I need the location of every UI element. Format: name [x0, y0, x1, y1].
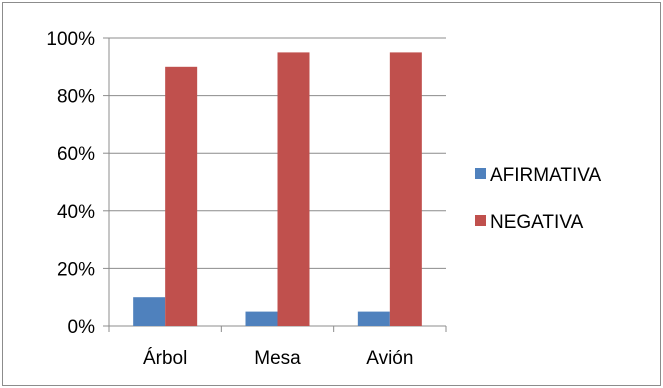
y-tick-label: 0%	[68, 317, 96, 338]
x-tick-label: Árbol	[143, 348, 187, 369]
legend: AFIRMATIVA NEGATIVA	[475, 165, 602, 233]
y-tick-label: 100%	[46, 29, 95, 50]
y-tick-label: 80%	[57, 87, 95, 108]
x-tick-label: Mesa	[254, 348, 301, 369]
bars	[133, 52, 422, 327]
x-tick-label: Avión	[366, 348, 413, 369]
bar-negativa-2	[389, 52, 422, 327]
bar-afirmativa-0	[133, 297, 166, 326]
legend-swatch-afirmativa	[475, 168, 486, 179]
x-tick-labels: Árbol Mesa Avión	[143, 348, 413, 369]
legend-label-afirmativa: AFIRMATIVA	[490, 165, 602, 186]
y-tick-label: 20%	[57, 259, 95, 280]
legend-swatch-negativa	[475, 215, 486, 226]
y-tick-label: 40%	[57, 202, 95, 223]
bar-negativa-0	[165, 66, 198, 327]
bar-afirmativa-1	[245, 311, 278, 326]
bar-afirmativa-2	[357, 311, 390, 326]
legend-label-negativa: NEGATIVA	[490, 212, 584, 233]
bar-negativa-1	[277, 52, 310, 327]
y-tick-labels: 0% 20% 40% 60% 80% 100%	[46, 29, 95, 338]
y-tick-label: 60%	[57, 144, 95, 165]
